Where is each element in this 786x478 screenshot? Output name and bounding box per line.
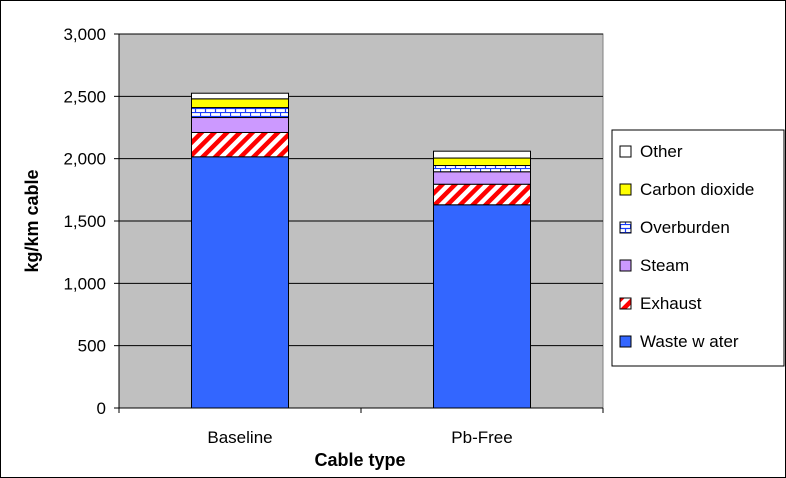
bar-segment-exhaust-baseline: [191, 131, 289, 158]
legend-label: Waste w ater: [640, 332, 739, 351]
y-tick-label: 1,500: [63, 212, 106, 231]
legend-swatch: [619, 259, 632, 272]
bar-segment-waste-w-ater-pb-free: [433, 204, 531, 409]
y-tick-label: 1,000: [63, 274, 106, 293]
legend: Other Carbon dioxide Overburden Steam Exhaus…: [611, 129, 785, 367]
bar-segment-waste-w-ater-baseline: [191, 156, 289, 409]
y-axis-title: kg/km cable: [22, 169, 42, 272]
x-axis-title: Cable type: [314, 450, 405, 470]
y-tick-label: 2,000: [63, 150, 106, 169]
bar-segment-carbon-dioxide-pb-free: [433, 157, 531, 167]
bar-segment-overburden-baseline: [191, 107, 289, 119]
bar-segment-steam-pb-free: [433, 171, 531, 185]
legend-swatch: [619, 183, 632, 196]
y-tick-label: 500: [78, 337, 106, 356]
legend-swatch: [619, 297, 632, 310]
x-tick-label: Baseline: [207, 428, 272, 447]
bar-segment-other-baseline: [191, 92, 289, 100]
bar-segment-exhaust-pb-free: [433, 183, 531, 206]
x-tick-labels: Baseline Pb-Free: [207, 428, 512, 447]
legend-label: Overburden: [640, 218, 730, 237]
legend-label: Carbon dioxide: [640, 180, 754, 199]
legend-box: [611, 129, 785, 367]
y-tick-label: 3,000: [63, 25, 106, 44]
legend-label: Steam: [640, 256, 689, 275]
bar-segment-other-pb-free: [433, 150, 531, 159]
y-tick-labels: 0 500 1,000 1,500 2,000 2,500 3,000: [63, 25, 106, 418]
bar-segment-steam-baseline: [191, 117, 289, 133]
axes: [114, 33, 604, 413]
y-tick-label: 0: [97, 399, 106, 418]
legend-swatch: [619, 335, 632, 348]
bars: [191, 92, 531, 409]
legend-label: Exhaust: [640, 294, 702, 313]
bar-segment-carbon-dioxide-baseline: [191, 98, 289, 109]
x-tick-label: Pb-Free: [451, 428, 512, 447]
legend-label: Other: [640, 142, 683, 161]
bar-segment-overburden-pb-free: [433, 165, 531, 173]
y-tick-label: 2,500: [63, 87, 106, 106]
legend-swatch: [619, 145, 632, 158]
legend-swatch: [619, 221, 632, 234]
